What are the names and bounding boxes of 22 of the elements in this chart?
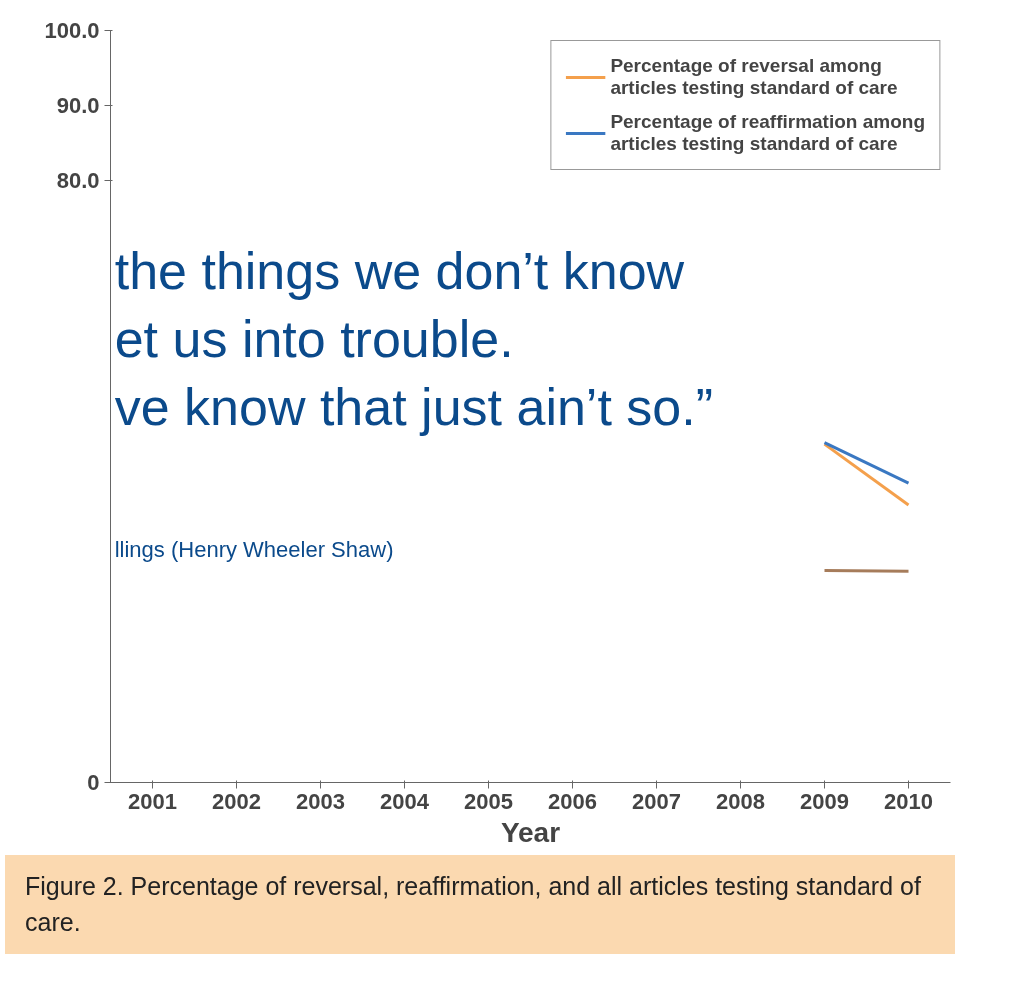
x-tick-label: 2007 — [632, 788, 681, 814]
x-tick-label: 2010 — [884, 788, 933, 814]
y-tick-label: 80.0 — [56, 168, 100, 194]
x-tick-label: 2008 — [716, 788, 765, 814]
x-tick-label: 2006 — [548, 788, 597, 814]
caption: Figure 2. Percentage of reversal, reaffirmation, and all articles testing standard of care. — [25, 871, 922, 938]
y-tick-label: 90.0 — [56, 93, 100, 119]
x-tick-label: 2005 — [464, 788, 513, 814]
legend-label: Percentage of reaffirmation among articles testing standard of care — [610, 111, 925, 155]
x-tick-label: 2009 — [800, 788, 849, 814]
legend-label: Percentage of reversal among articles testing standard of care — [610, 55, 898, 99]
y-tick-label: 0 — [87, 770, 100, 795]
annotation: ve know that just ain’t so.” — [114, 377, 713, 436]
x-tick-label: 2002 — [212, 788, 261, 814]
x-tick-label: 2004 — [380, 788, 430, 814]
annotation: llings (Henry Wheeler Shaw) — [114, 536, 394, 562]
x-tick-label: 2001 — [128, 788, 177, 814]
x-axis-title: Year — [500, 816, 561, 848]
annotation: et us into trouble. — [114, 309, 514, 368]
y-tick-label: 100.0 — [44, 18, 100, 43]
annotation: the things we don’t know — [114, 242, 685, 301]
x-tick-label: 2003 — [296, 788, 345, 814]
